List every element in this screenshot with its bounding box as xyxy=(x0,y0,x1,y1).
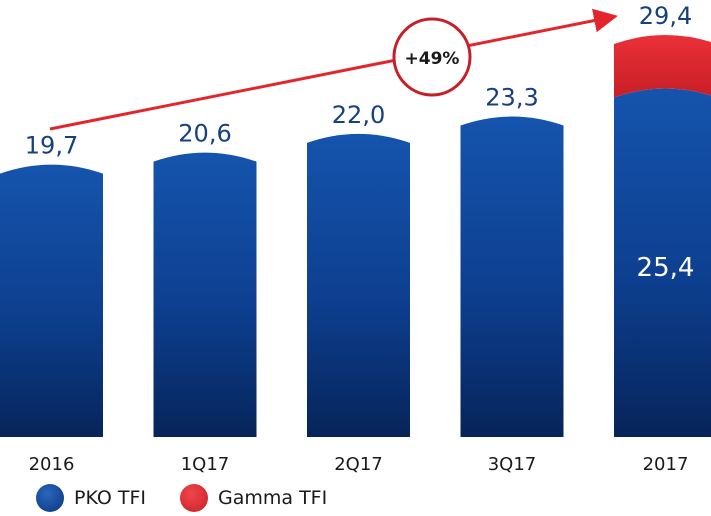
growth-badge: +49% xyxy=(392,17,472,97)
legend-label-pko-tfi: PKO TFI xyxy=(74,487,147,509)
total-label-2q17: 22,0 xyxy=(332,101,385,129)
bar-pko-tfi-2q17 xyxy=(307,133,410,437)
legend-item-gamma-tfi: Gamma TFI xyxy=(180,484,327,512)
legend-label-gamma-tfi: Gamma TFI xyxy=(218,487,328,509)
bar-pko-tfi-1q17 xyxy=(153,152,257,437)
total-label-3q17: 23,3 xyxy=(485,84,538,112)
total-label-2016: 19,7 xyxy=(25,132,78,160)
growth-badge-circle xyxy=(392,17,472,97)
bars-group xyxy=(0,35,711,437)
growth-badge-label: +49% xyxy=(405,49,460,69)
legend-item-pko-tfi: PKO TFI xyxy=(36,484,146,512)
bar-pko-tfi-3q17 xyxy=(460,116,564,437)
segment-labels-group: 25,4 xyxy=(637,253,695,283)
legend-swatch-gamma-tfi xyxy=(180,484,209,512)
total-label-1q17: 20,6 xyxy=(178,120,231,148)
bar-pko-tfi-2017 xyxy=(614,88,711,437)
total-labels-group: 19,7 20,6 22,0 23,3 29,4 xyxy=(25,2,692,160)
bar-gamma-tfi-2017 xyxy=(614,35,711,98)
category-label-3q17: 3Q17 xyxy=(488,454,537,475)
bar-pko-tfi-2016 xyxy=(0,164,103,437)
segment-label-pko-tfi-2017: 25,4 xyxy=(637,253,695,283)
legend: PKO TFI Gamma TFI xyxy=(36,482,361,514)
growth-arrow xyxy=(49,8,618,131)
total-label-2017: 29,4 xyxy=(639,2,692,30)
category-label-1q17: 1Q17 xyxy=(181,454,230,475)
category-label-2017: 2017 xyxy=(643,454,689,475)
category-label-2q17: 2Q17 xyxy=(334,454,383,475)
legend-swatch-pko-tfi xyxy=(36,484,64,512)
category-labels-group: 2016 1Q17 2Q17 3Q17 2017 xyxy=(29,454,689,475)
category-label-2016: 2016 xyxy=(29,454,75,475)
